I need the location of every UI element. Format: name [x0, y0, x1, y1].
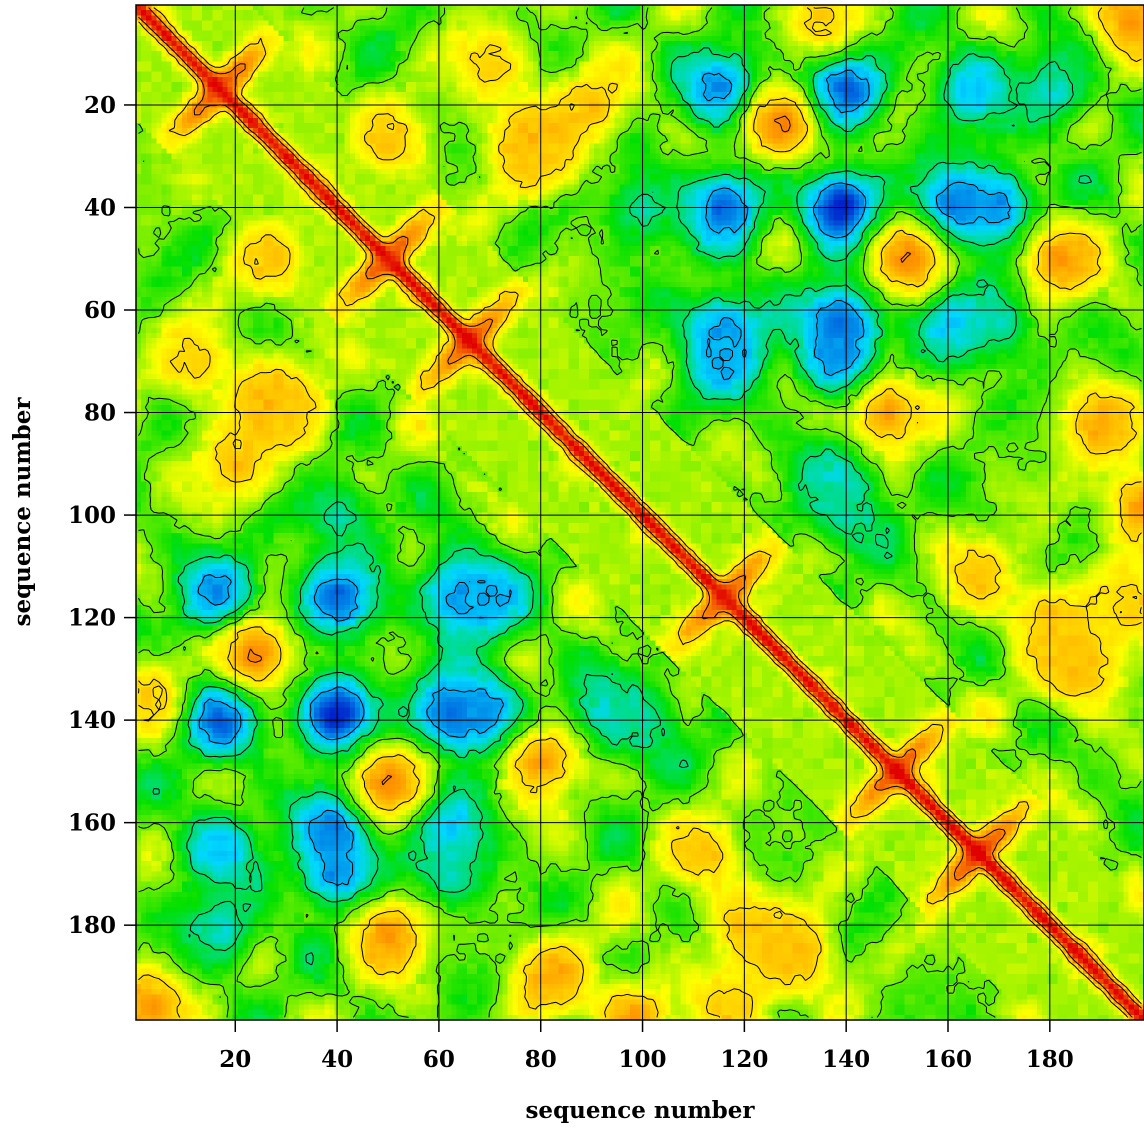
x-tick-label: 160: [924, 1046, 972, 1073]
x-axis-label: sequence number: [525, 1097, 755, 1124]
contour-level: [138, 7, 1142, 1018]
x-tick-label: 40: [321, 1046, 353, 1073]
y-tick-label: 120: [68, 605, 116, 632]
x-tick-label: 180: [1026, 1046, 1074, 1073]
y-tick-label: 20: [84, 92, 116, 119]
y-tick-label: 80: [84, 400, 116, 427]
y-tick-label: 160: [68, 810, 116, 837]
contour-level: [138, 7, 1142, 1018]
x-tick-label: 140: [822, 1046, 870, 1073]
y-tick-label: 140: [68, 707, 116, 734]
y-axis-label: sequence number: [9, 397, 36, 627]
x-tick-label: 100: [619, 1046, 667, 1073]
y-axis: 20 40 60 80 100 120 140 160 180: [68, 92, 136, 939]
contour-level: [152, 47, 1093, 966]
x-tick-label: 20: [219, 1046, 251, 1073]
x-axis: 20 40 60 80 100 120 140 160 180: [219, 1020, 1074, 1073]
x-tick-label: 60: [423, 1046, 455, 1073]
plot-frame: [135, 4, 1144, 1021]
y-tick-label: 100: [68, 502, 116, 529]
y-tick-label: 60: [84, 297, 116, 324]
y-tick-label: 40: [84, 194, 116, 221]
heatmap-image: [136, 5, 1144, 1020]
grid-lines: [136, 5, 1144, 1020]
x-tick-label: 120: [720, 1046, 768, 1073]
y-tick-label: 180: [68, 912, 116, 939]
x-tick-label: 80: [525, 1046, 557, 1073]
